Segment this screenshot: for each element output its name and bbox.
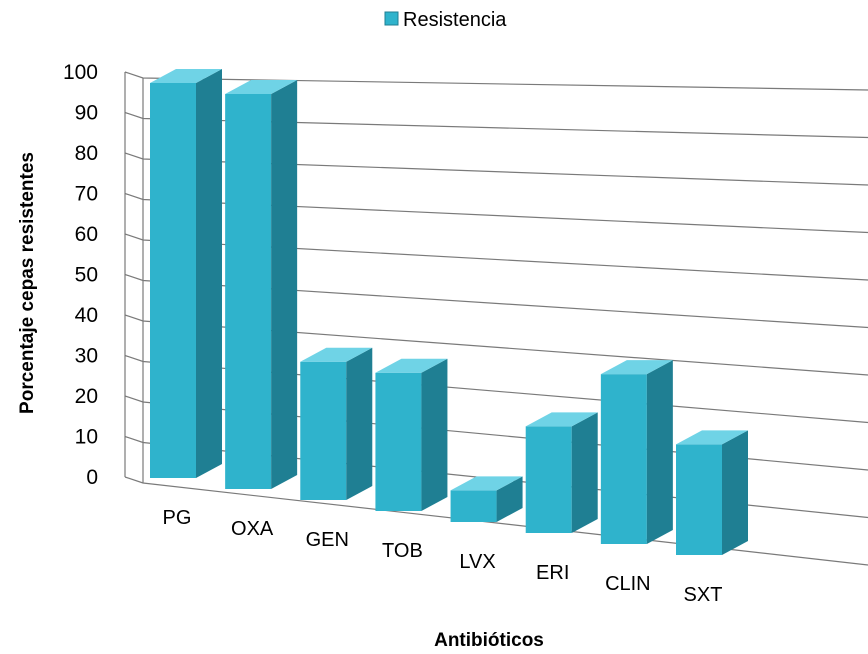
bar-top [300, 347, 373, 362]
bar [375, 358, 448, 511]
bar-top [525, 412, 598, 427]
x-category-label: TOB [382, 540, 423, 562]
bar-top [375, 358, 448, 373]
bar-side [646, 360, 673, 544]
y-tick-label: 100 [63, 61, 98, 84]
y-tick-label: 70 [75, 183, 98, 206]
bar-front [225, 94, 272, 489]
y-tick-label: 60 [75, 223, 98, 246]
bar-front [150, 83, 196, 478]
bar [676, 430, 748, 555]
y-tick-label: 0 [86, 466, 98, 489]
bar [150, 69, 222, 478]
bar-top [450, 476, 523, 491]
bar-top [225, 80, 298, 94]
x-axis-title: Antibióticos [434, 630, 544, 651]
bar-top [676, 430, 748, 445]
y-tick-label: 80 [75, 142, 98, 165]
bar-side [571, 412, 598, 533]
x-category-label: CLIN [605, 573, 651, 595]
y-tick-label: 40 [75, 304, 98, 327]
bar-front [450, 490, 497, 522]
bar-side [421, 358, 448, 511]
bar-side [196, 69, 222, 478]
bar-side [496, 476, 523, 522]
x-category-label: LVX [459, 551, 495, 573]
bar-front [600, 374, 647, 544]
x-category-label: OXA [231, 518, 274, 540]
legend-label: Resistencia [403, 9, 507, 31]
bar-top [600, 360, 673, 375]
y-tick-label: 10 [75, 426, 98, 449]
x-category-label: PG [163, 507, 192, 529]
bar-side [346, 347, 373, 500]
x-category-label: GEN [306, 529, 349, 551]
bar-front [676, 444, 722, 555]
bar-front [375, 372, 422, 511]
bar-side [271, 80, 298, 489]
y-axis-title: Porcentaje cepas resistentes [17, 152, 38, 414]
gridline [124, 71, 868, 91]
legend: Resistencia [384, 9, 507, 31]
y-tick-label: 30 [75, 345, 98, 368]
y-tick-label: 50 [75, 264, 98, 287]
bar [450, 476, 523, 522]
y-tick-label: 20 [75, 385, 98, 408]
bar [525, 412, 598, 533]
x-category-label: ERI [536, 562, 569, 584]
bar-front [300, 361, 347, 500]
bar [225, 80, 298, 489]
bar-front [525, 426, 572, 533]
y-tick-label: 90 [75, 102, 98, 125]
bar-side [722, 430, 748, 555]
bar [600, 360, 673, 544]
x-category-label: SXT [684, 584, 723, 606]
bar-top [150, 69, 222, 83]
bar [300, 347, 373, 500]
legend-swatch [384, 11, 399, 26]
